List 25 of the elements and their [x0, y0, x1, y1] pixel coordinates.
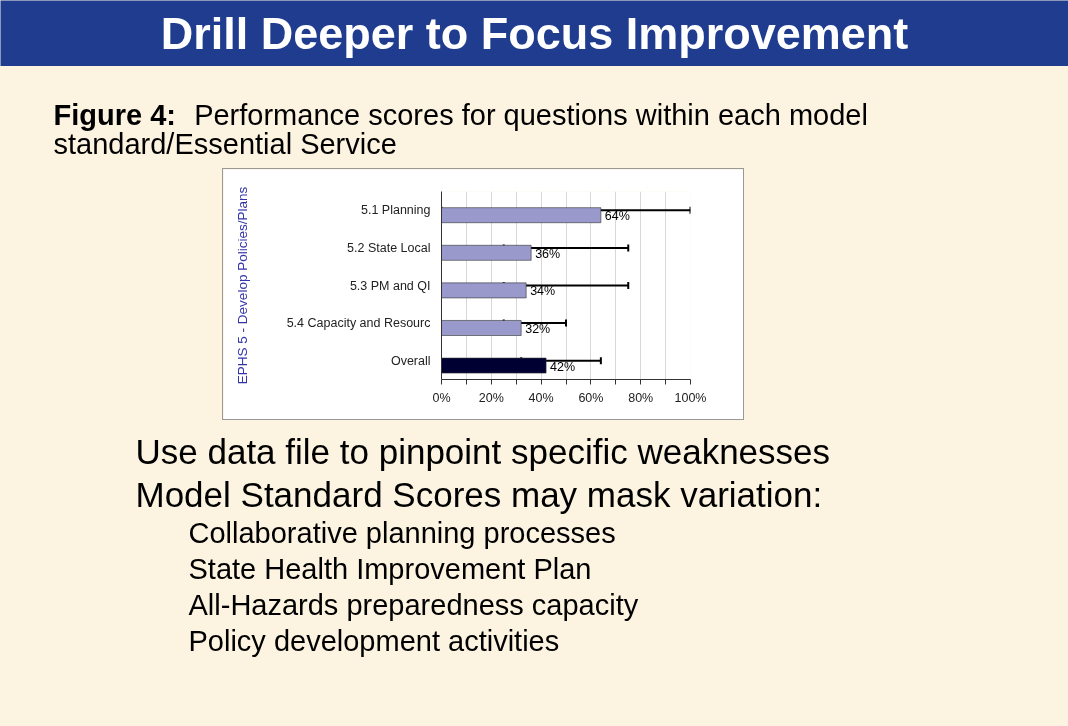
x-tick-label: 40% — [528, 390, 554, 405]
data-label: 36% — [535, 246, 561, 261]
text: All-Hazards preparedness capacity — [188, 588, 639, 621]
chart-subtitle: Figure 4: Performance scores for questions within each model standard/Essential Service — [53, 98, 868, 160]
y-axis-title: EPHS 5 - Develop Policies/Plans — [234, 186, 250, 385]
y-tick-label: 5.4 Capacity and Resourc — [286, 316, 431, 331]
data-label: 64% — [604, 209, 630, 224]
text: Policy development activities — [188, 624, 560, 657]
y-tick-label: 5.2 State Local — [347, 240, 431, 255]
chart-title: Drill Deeper to Focus Improvement — [160, 8, 909, 59]
x-tick-label: 100% — [674, 390, 707, 405]
text: Use data file to pinpoint specific weaknesses — [135, 432, 831, 471]
text: State Health Improvement Plan — [188, 552, 592, 585]
text: Collaborative planning processes — [188, 516, 616, 549]
x-tick-label: 80% — [628, 390, 654, 405]
y-tick-label: 5.1 Planning — [361, 203, 431, 218]
x-tick-label: 0% — [432, 390, 451, 405]
text: Model Standard Scores may mask variation: — [135, 475, 823, 514]
x-tick-label: 60% — [578, 390, 604, 405]
data-label: 34% — [530, 284, 556, 299]
x-tick-label: 20% — [478, 390, 504, 405]
data-label: 42% — [550, 359, 576, 374]
y-tick-label: 5.3 PM and QI — [349, 278, 431, 293]
data-label: 32% — [525, 321, 551, 336]
y-tick-label: Overall — [390, 353, 431, 368]
